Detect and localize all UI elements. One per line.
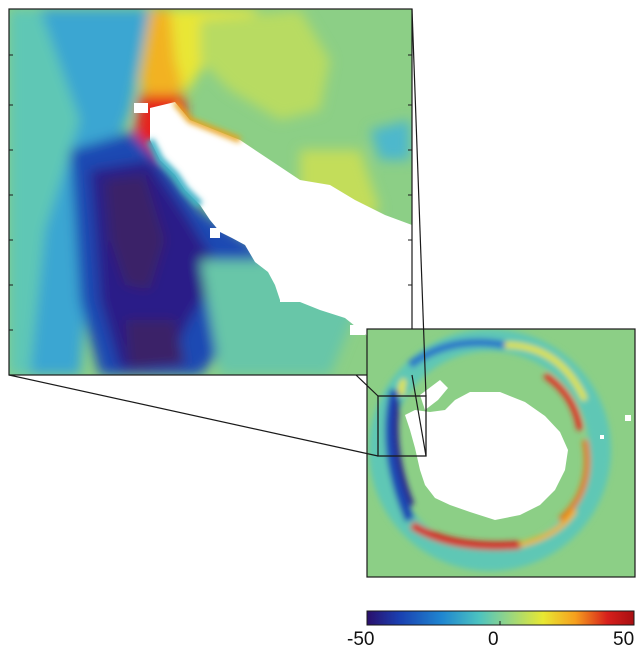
- zoom-inset-frame: [8, 8, 413, 376]
- connector-line-bottom-right: [355, 374, 379, 397]
- zoom-inset-panel: [9, 9, 412, 375]
- colorbar-ticks: [366, 611, 635, 625]
- colorbar-label-max: 50: [613, 629, 635, 650]
- connector-line-mid: [411, 374, 427, 457]
- zoom-inset-ticks: [9, 54, 412, 331]
- colorbar-label-min: -50: [347, 629, 375, 650]
- antarctica-landmass: [405, 392, 568, 520]
- colorbar-label-zero: 0: [488, 629, 499, 650]
- zoom-region-box: [377, 395, 427, 457]
- connector-line-top: [411, 8, 427, 397]
- connector-line-bottom-left: [8, 374, 379, 457]
- antarctica-map-panel: [367, 329, 635, 577]
